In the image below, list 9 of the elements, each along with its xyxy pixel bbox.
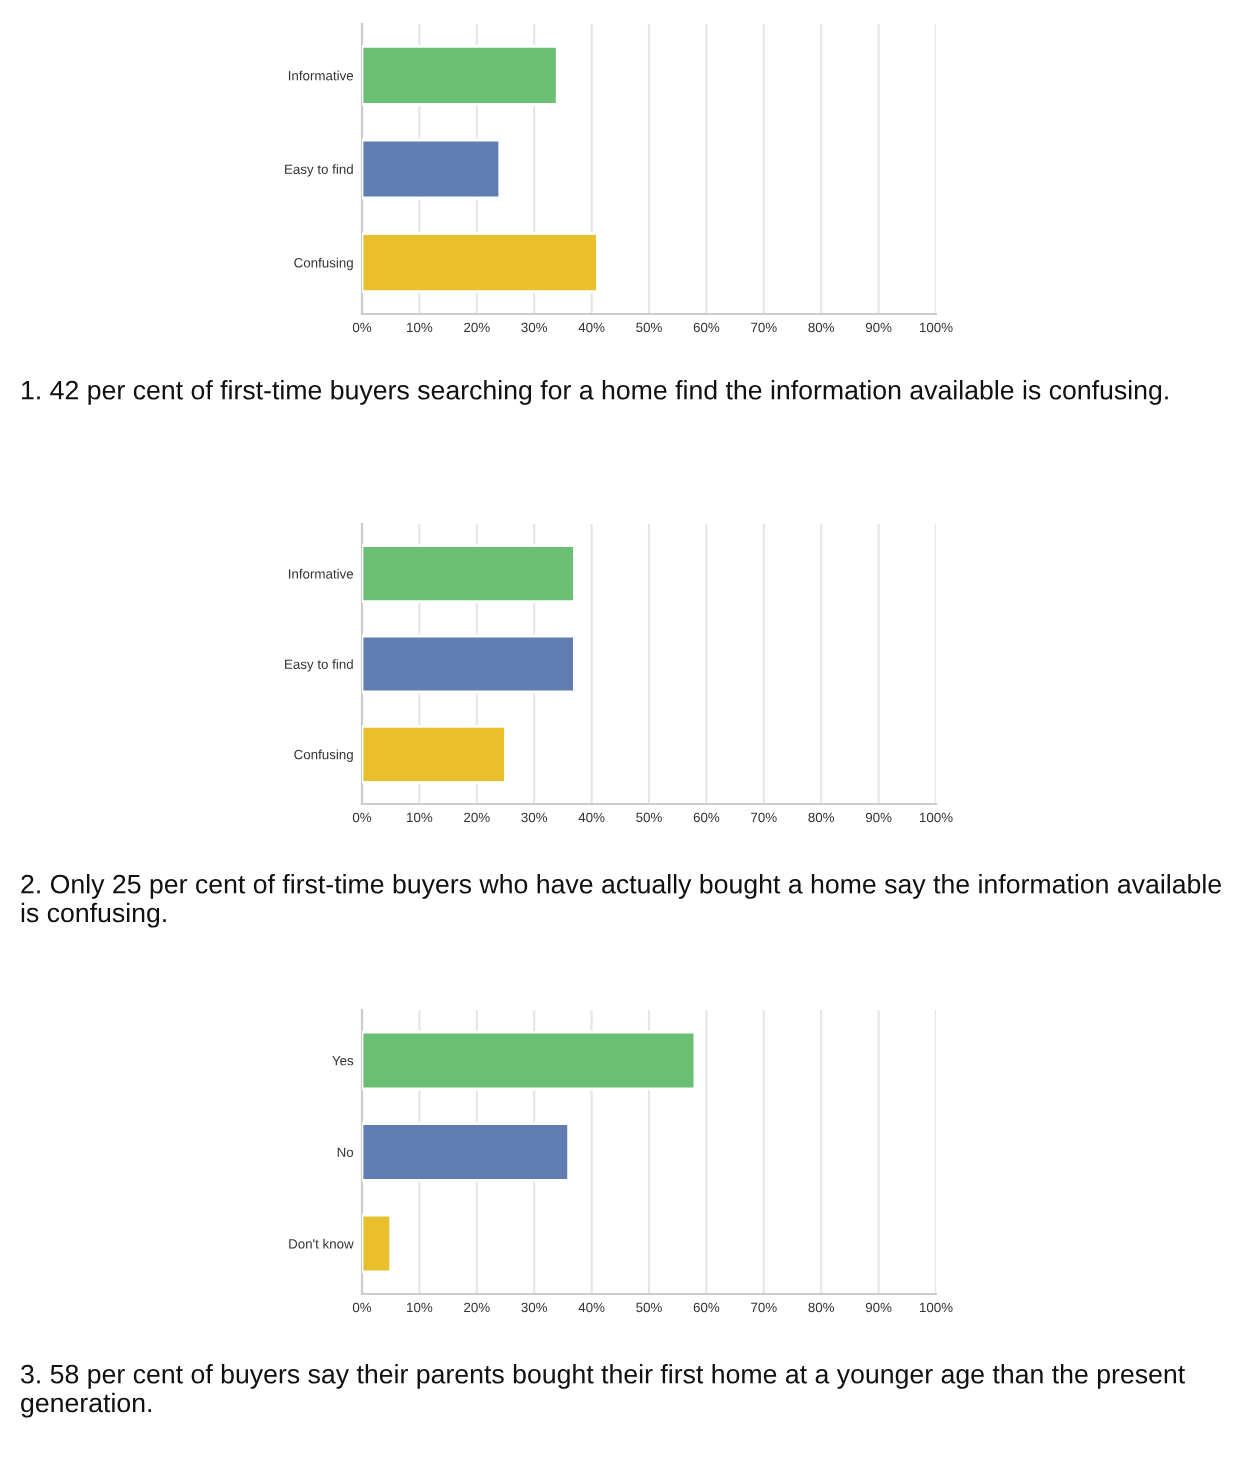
bar [362, 138, 502, 200]
bar [362, 1030, 697, 1091]
bar [362, 232, 599, 293]
bar [362, 1213, 393, 1274]
text: 1. 42 per cent of first-time buyers searching for a home find the information available is confusing. [22, 380, 1168, 405]
text: 2. Only 25 per cent of first-time buyers who have actually bought a home say the information available is confusing. [21, 874, 1221, 928]
bar [362, 45, 559, 106]
bar [362, 1122, 571, 1182]
text: 3. 58 per cent of buyers say their parents bought their first home at a younger age than the present generation. [21, 1364, 1185, 1418]
